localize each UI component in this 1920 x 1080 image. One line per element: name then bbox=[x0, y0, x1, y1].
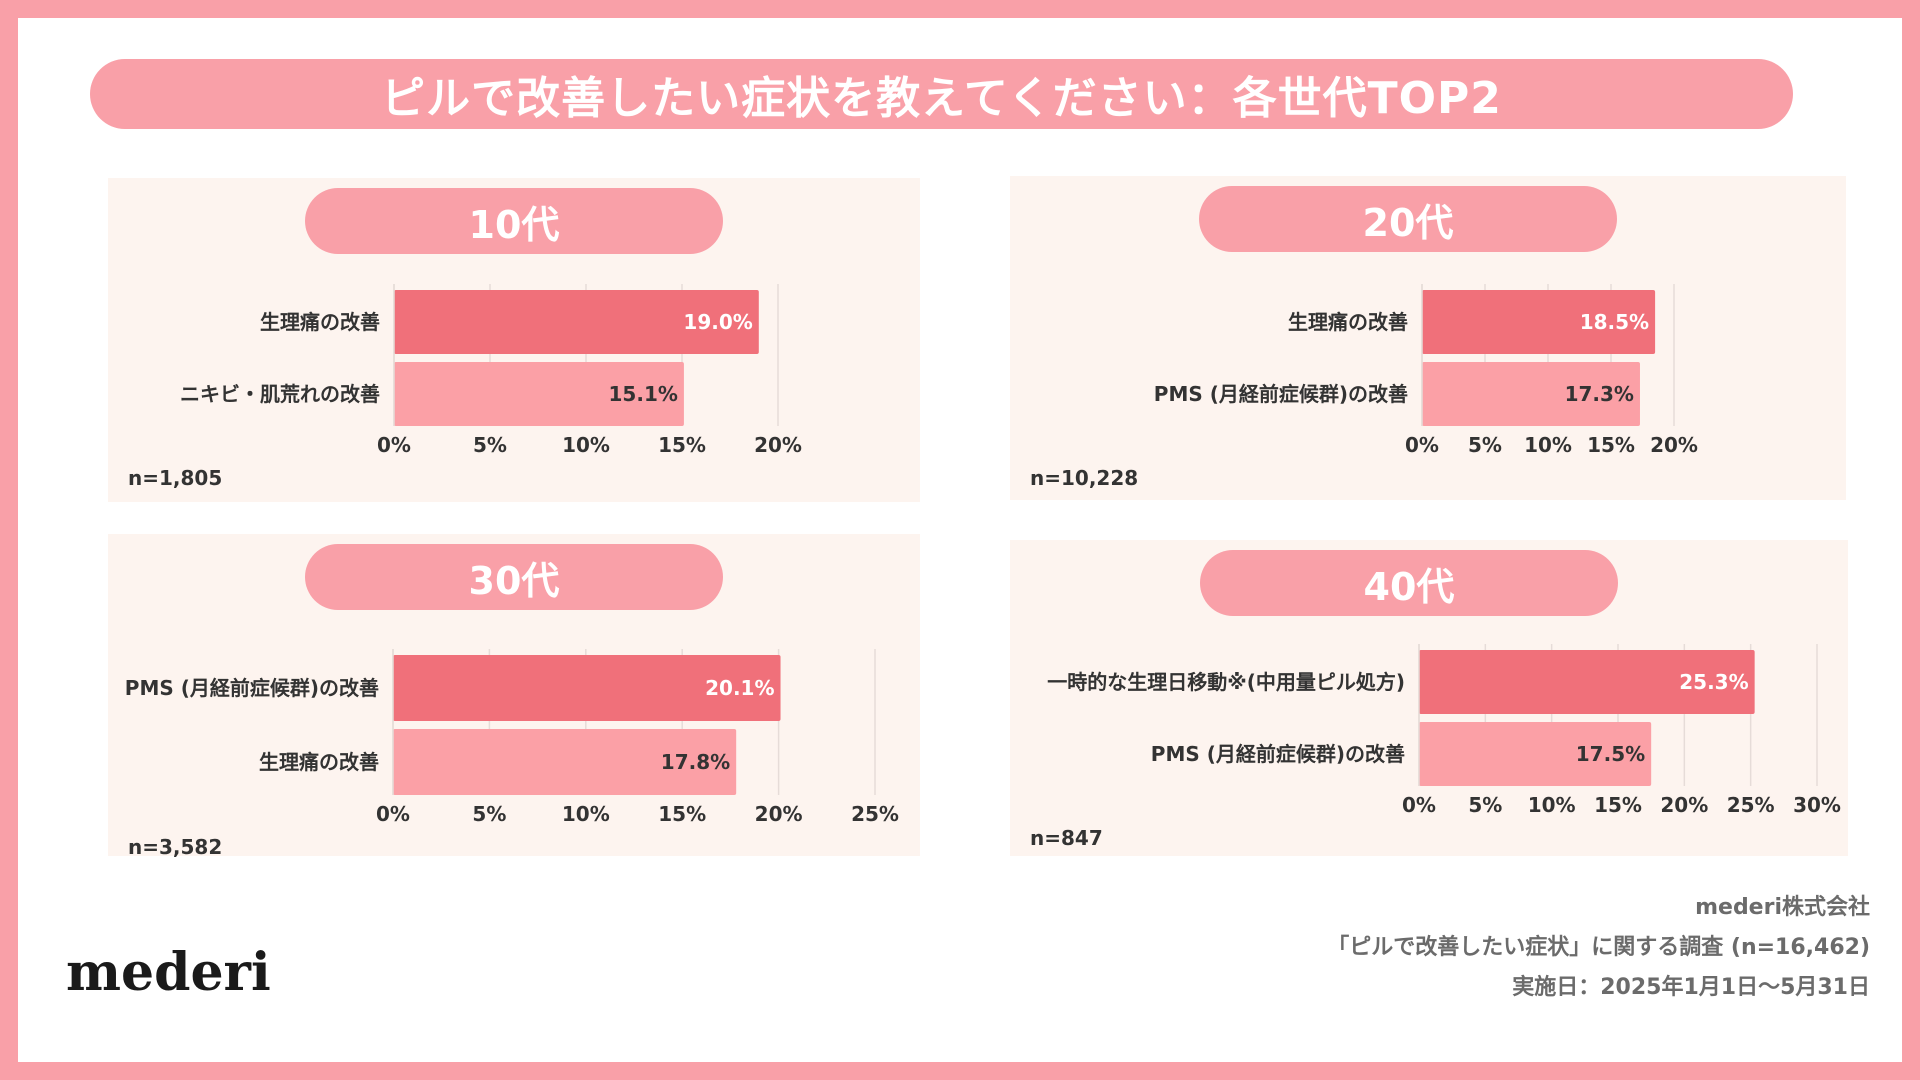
category-label: PMS (月経前症候群)の改善 bbox=[1151, 742, 1405, 766]
chart-panel-30s: 30代 0% 5% 10% 15% 20% 25% 20.1% PMS (月経前症候群)の改善 1… bbox=[108, 534, 920, 859]
sample-size-label: n=847 bbox=[1030, 826, 1103, 850]
x-tick-label: 10% bbox=[1528, 793, 1576, 817]
bar bbox=[393, 729, 737, 795]
page-title: ピルで改善したい症状を教えてください：各世代TOP2 bbox=[90, 59, 1793, 129]
x-tick-label: 15% bbox=[658, 433, 706, 457]
bar bbox=[394, 290, 759, 354]
bar bbox=[1422, 362, 1640, 426]
x-tick-label: 25% bbox=[1727, 793, 1775, 817]
footer-date: 実施日：2025年1月1日〜5月31日 bbox=[1512, 975, 1870, 1000]
x-tick-label: 10% bbox=[562, 433, 610, 457]
x-tick-label: 5% bbox=[473, 433, 507, 457]
x-tick-label: 20% bbox=[754, 433, 802, 457]
category-label: 生理痛の改善 bbox=[260, 310, 380, 334]
bar-chart-svg: 0% 5% 10% 15% 20% 25% 30% 25.3% 一時的な生理日移動※(中用量ピル… bbox=[1047, 644, 1841, 817]
x-tick-label: 0% bbox=[376, 802, 410, 826]
x-tick-label: 20% bbox=[755, 802, 803, 826]
x-tick-label: 5% bbox=[1468, 433, 1502, 457]
bar-value-label: 19.0% bbox=[683, 310, 752, 334]
x-tick-label: 0% bbox=[1402, 793, 1436, 817]
sample-size-label: n=3,582 bbox=[128, 835, 223, 859]
x-tick-label: 15% bbox=[658, 802, 706, 826]
bar bbox=[1422, 290, 1656, 354]
bar-value-label: 17.5% bbox=[1576, 742, 1645, 766]
x-tick-label: 0% bbox=[1405, 433, 1439, 457]
sample-size-label: n=1,805 bbox=[128, 466, 223, 490]
chart-panel-40s: 40代 0% 5% 10% 15% 20% 25% 30% 25.3% 一時的な生理日移動※(中用… bbox=[1010, 540, 1848, 856]
bar-value-label: 25.3% bbox=[1679, 670, 1748, 694]
mederi-logo: mederi bbox=[66, 942, 271, 1003]
sample-size-label: n=10,228 bbox=[1030, 466, 1139, 490]
category-label: 一時的な生理日移動※(中用量ピル処方) bbox=[1047, 670, 1405, 694]
x-tick-label: 5% bbox=[472, 802, 506, 826]
bar-value-label: 17.3% bbox=[1565, 382, 1634, 406]
x-tick-label: 10% bbox=[1524, 433, 1572, 457]
category-label: 生理痛の改善 bbox=[1288, 310, 1408, 334]
survey-footer: mederi株式会社 「ピルで改善したい症状」に関する調査 (n=16,462)… bbox=[1327, 888, 1870, 1008]
category-label: PMS (月経前症候群)の改善 bbox=[1154, 382, 1408, 406]
x-tick-label: 15% bbox=[1587, 433, 1635, 457]
bar-chart-svg: 0% 5% 10% 15% 20% 18.5% 生理痛の改善 17.3% PMS (月経前症候群… bbox=[1154, 284, 1698, 457]
x-tick-label: 25% bbox=[851, 802, 899, 826]
chart-title-pill: 40代 bbox=[1200, 550, 1618, 616]
bar-value-label: 17.8% bbox=[661, 750, 730, 774]
footer-company: mederi株式会社 bbox=[1695, 895, 1870, 920]
x-tick-label: 5% bbox=[1468, 793, 1502, 817]
bar-chart-svg: 0% 5% 10% 15% 20% 19.0% 生理痛の改善 15.1% ニキビ・肌荒れの改善 bbox=[180, 284, 802, 457]
bar-value-label: 20.1% bbox=[705, 676, 774, 700]
x-tick-label: 0% bbox=[377, 433, 411, 457]
category-label: PMS (月経前症候群)の改善 bbox=[125, 676, 379, 700]
bar-value-label: 15.1% bbox=[609, 382, 678, 406]
bar-chart-svg: 0% 5% 10% 15% 20% 25% 20.1% PMS (月経前症候群)の改善 17.8… bbox=[125, 649, 899, 826]
bar-value-label: 18.5% bbox=[1580, 310, 1649, 334]
x-tick-label: 15% bbox=[1594, 793, 1642, 817]
chart-title-pill: 20代 bbox=[1199, 186, 1617, 252]
chart-panel-20s: 20代 0% 5% 10% 15% 20% 18.5% 生理痛の改善 17.3% PMS (月経前… bbox=[1010, 176, 1846, 500]
x-tick-label: 30% bbox=[1793, 793, 1841, 817]
footer-survey: 「ピルで改善したい症状」に関する調査 (n=16,462) bbox=[1327, 935, 1870, 960]
x-tick-label: 20% bbox=[1660, 793, 1708, 817]
chart-panel-10s: 10代 0% 5% 10% 15% 20% 19.0% 生理痛の改善 15.1% ニキビ・肌荒れの… bbox=[108, 178, 920, 502]
category-label: 生理痛の改善 bbox=[259, 750, 379, 774]
bar bbox=[1419, 650, 1755, 714]
chart-title-pill: 10代 bbox=[305, 188, 723, 254]
chart-title-pill: 30代 bbox=[305, 544, 723, 610]
bar bbox=[393, 655, 781, 721]
bar bbox=[1419, 722, 1652, 786]
x-tick-label: 20% bbox=[1650, 433, 1698, 457]
category-label: ニキビ・肌荒れの改善 bbox=[180, 382, 380, 406]
bar bbox=[394, 362, 684, 426]
x-tick-label: 10% bbox=[562, 802, 610, 826]
